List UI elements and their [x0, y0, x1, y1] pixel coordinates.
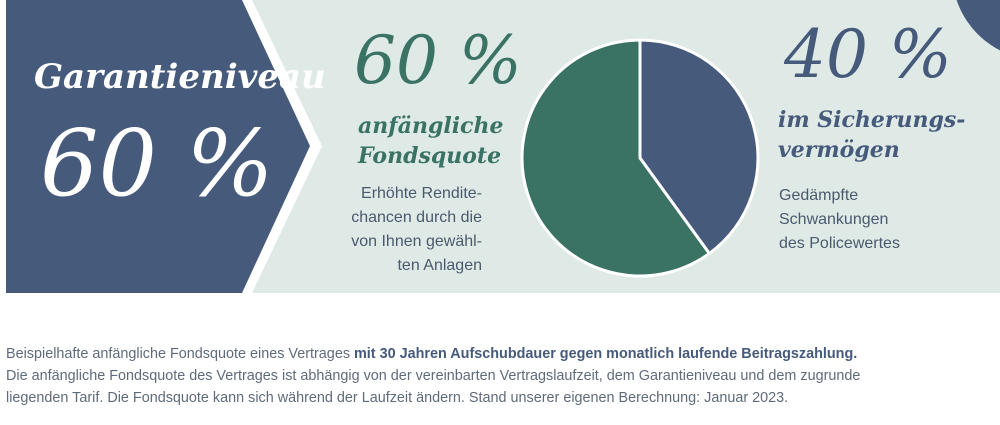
fund-script-line1: anfängliche: [358, 113, 504, 139]
security-script-line1: im Sicherungs-: [778, 107, 966, 133]
fund-desc-line: ten Anlagen: [397, 257, 482, 274]
info-banner: Garantieniveau 60 % 60 % anfängliche Fon…: [6, 0, 1000, 293]
guarantee-label: Garantieniveau: [34, 57, 326, 97]
footnote: Beispielhafte anfängliche Fondsquote ein…: [6, 343, 996, 409]
fund-desc-line: von Ihnen gewähl-: [351, 233, 482, 250]
fund-script-label: anfängliche Fondsquote: [358, 111, 504, 171]
banner-background: [6, 0, 1000, 293]
security-percent: 40 %: [784, 16, 952, 93]
pie-slice-sicherungsvermögen: [638, 38, 760, 255]
footnote-line3: liegenden Tarif. Die Fondsquote kann sic…: [6, 390, 789, 406]
security-script-line2: vermögen: [778, 137, 900, 163]
footnote-text: Beispielhafte anfängliche Fondsquote ein…: [6, 346, 355, 362]
security-desc-line: des Policewertes: [779, 235, 900, 252]
fund-desc-line: chancen durch die: [351, 209, 482, 226]
allocation-pie-chart: [520, 38, 760, 278]
security-desc-line: Gedämpfte: [779, 187, 859, 204]
security-description: Gedämpfte Schwankungen des Policewertes: [779, 184, 969, 256]
footnote-line2: Die anfängliche Fondsquote des Vertrages…: [6, 368, 861, 384]
fund-desc-line: Erhöhte Rendite-: [361, 185, 482, 202]
fund-script-line2: Fondsquote: [358, 143, 502, 169]
guarantee-value: 60 %: [40, 110, 274, 217]
fund-description: Erhöhte Rendite- chancen durch die von I…: [296, 182, 482, 278]
security-desc-line: Schwankungen: [779, 211, 889, 228]
footnote-line1: Beispielhafte anfängliche Fondsquote ein…: [6, 343, 996, 365]
pie-slice-fondsquote: [520, 38, 711, 278]
arrow-panel: [6, 0, 310, 293]
fund-percent: 60 %: [354, 22, 522, 99]
corner-circle-decoration: [956, 0, 1000, 51]
security-script-label: im Sicherungs- vermögen: [778, 105, 965, 165]
footnote-bold-text: mit 30 Jahren Aufschubdauer gegen monatl…: [354, 346, 858, 362]
